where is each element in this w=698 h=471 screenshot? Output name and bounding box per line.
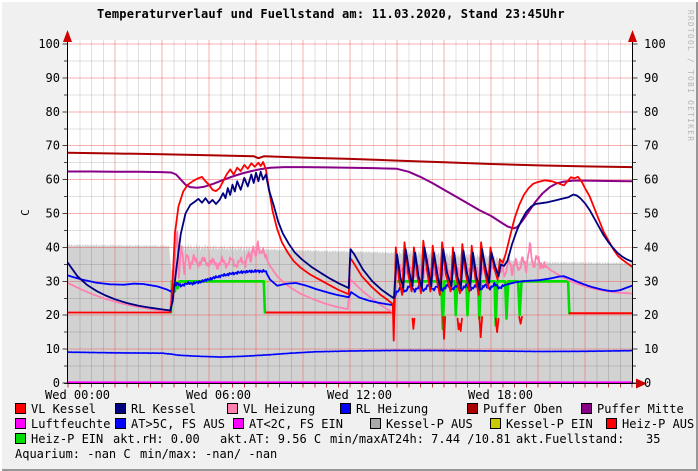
series-puffer-mitte [67,166,633,230]
y-tick-label-left: 80 [46,105,60,119]
right-axis-arrow-icon [628,30,637,42]
series-vl-kessel-taktung-dips [411,317,416,330]
series-puffer-oben [67,151,633,169]
y-tick-label-right: 90 [644,71,658,85]
y-tick-label-left: 0 [53,376,60,390]
rrdtool-watermark: RRDTOOL / TOBI OETIKER [686,10,695,143]
y-tick-label-left: 20 [46,308,60,322]
series-at-5c-fs-aus [67,349,633,359]
series-vl-kessel-taktung-dips [478,315,484,339]
y-tick-label-right: 70 [644,139,658,153]
series-vl-kessel-taktung-dips [494,317,500,334]
x-tick-label: Wed 18:00 [468,388,533,402]
series-vl-heizung [67,230,633,314]
x-tick-label: Wed 06:00 [186,388,251,402]
y-tick-label-left: 10 [46,342,60,356]
y-tick-label-left: 40 [46,240,60,254]
series-vl-kessel [67,161,633,342]
y-tick-label-right: 30 [644,274,658,288]
series-rl-heizung [67,268,633,306]
y-tick-label-left: 30 [46,274,60,288]
y-tick-label-left: 90 [46,71,60,85]
y-tick-label-right: 60 [644,173,658,187]
y-tick-label-right: 20 [644,308,658,322]
left-axis-arrow-icon [63,30,72,42]
series-vl-kessel-taktung-dips [518,315,523,325]
y-tick-label-right: 100 [644,37,666,51]
y-tick-label-left: 60 [46,173,60,187]
y-tick-label-right: 40 [644,240,658,254]
y-tick-label-right: 50 [644,207,658,221]
y-tick-label-left: 50 [46,207,60,221]
y-tick-label-left: 100 [38,37,60,51]
x-tick-label: Wed 00:00 [45,388,110,402]
x-tick-label: Wed 12:00 [327,388,392,402]
y-tick-label-right: 10 [644,342,658,356]
series-vl-kessel-taktung-dips [442,315,447,340]
y-tick-label-right: 80 [644,105,658,119]
page-title: Temperaturverlauf und Fuellstand am: 11.… [97,7,565,21]
y-tick-label-left: 70 [46,139,60,153]
x-axis-arrow-icon [636,378,647,389]
y-axis-unit-label: C [18,209,32,216]
y-tick-label-right: 0 [644,376,651,390]
series-rl-kessel [67,170,633,312]
series-vl-kessel-taktung-dips [456,317,463,333]
